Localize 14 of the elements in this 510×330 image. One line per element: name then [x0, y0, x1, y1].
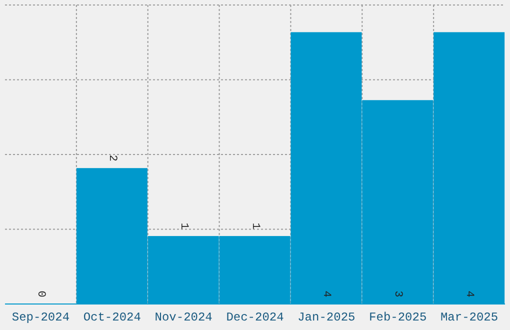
x-tick-label: Oct-2024: [83, 310, 141, 325]
data-label: 4: [463, 290, 476, 298]
x-tick-label: Nov-2024: [154, 310, 212, 325]
data-label: 0: [34, 290, 46, 298]
data-label: 2: [106, 154, 118, 162]
x-tick-label: Mar-2025: [440, 310, 498, 325]
x-tick-label: Jan-2025: [298, 310, 356, 325]
x-tick-label: Dec-2024: [226, 310, 284, 325]
x-tick-label: Sep-2024: [12, 310, 70, 325]
data-label: 3: [392, 290, 404, 298]
x-tick-label: Feb-2025: [369, 310, 427, 325]
data-label: 4: [320, 290, 332, 298]
data-label: 1: [177, 222, 190, 230]
data-label: 1: [248, 222, 261, 230]
